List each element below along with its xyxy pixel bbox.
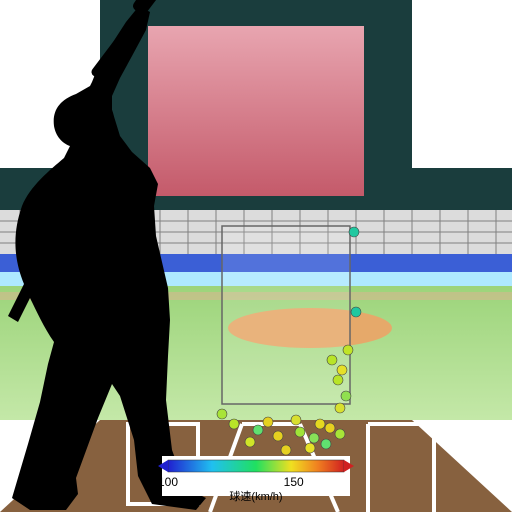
colorbar-label: 球速(km/h) bbox=[229, 489, 282, 503]
pitch-point bbox=[335, 429, 345, 439]
pitch-point bbox=[337, 365, 347, 375]
pitch-point bbox=[321, 439, 331, 449]
hands bbox=[94, 64, 114, 84]
wall-wing-right bbox=[412, 168, 512, 210]
pitch-point bbox=[305, 443, 315, 453]
pitch-point bbox=[217, 409, 227, 419]
pitch-point bbox=[343, 345, 353, 355]
pitch-point bbox=[327, 355, 337, 365]
pitch-point bbox=[281, 445, 291, 455]
pitch-point bbox=[295, 427, 305, 437]
colorbar bbox=[168, 460, 344, 472]
scoreboard-screen bbox=[148, 26, 364, 196]
pitch-point bbox=[273, 431, 283, 441]
colorbar-tick: 100 bbox=[158, 475, 178, 489]
pitch-point bbox=[333, 375, 343, 385]
pitch-point bbox=[291, 415, 301, 425]
colorbar-tick: 150 bbox=[284, 475, 304, 489]
pitch-point bbox=[315, 419, 325, 429]
pitch-point bbox=[253, 425, 263, 435]
pitch-point bbox=[309, 433, 319, 443]
helmet-brim bbox=[60, 122, 110, 130]
pitch-point bbox=[245, 437, 255, 447]
strike-zone bbox=[222, 226, 350, 404]
helmet bbox=[62, 94, 114, 146]
pitch-point bbox=[325, 423, 335, 433]
pitch-point bbox=[341, 391, 351, 401]
pitch-point bbox=[263, 417, 273, 427]
pitch-point bbox=[229, 419, 239, 429]
pitch-point bbox=[351, 307, 361, 317]
pitch-point bbox=[349, 227, 359, 237]
pitch-point bbox=[335, 403, 345, 413]
